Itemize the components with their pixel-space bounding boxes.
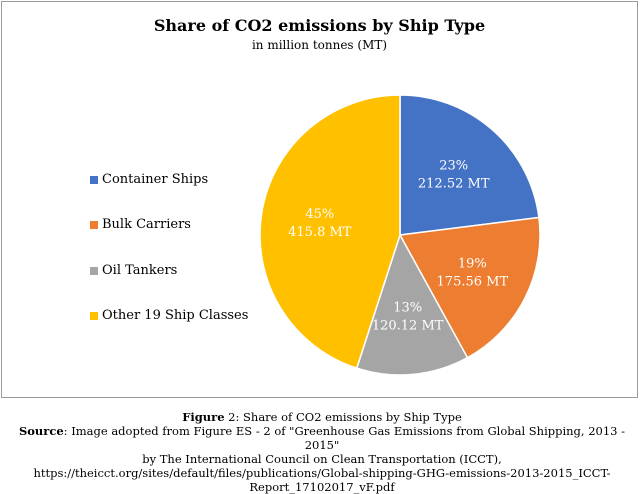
caption-source-line: Source: Image adopted from Figure ES - 2… xyxy=(0,424,644,452)
legend-swatch xyxy=(90,312,98,320)
pie-slice-other-19-ship-classes xyxy=(259,94,401,370)
legend-swatch xyxy=(90,267,98,275)
data-value-label: 415.8 MT xyxy=(288,225,352,240)
data-value-label: 120.12 MT xyxy=(372,318,444,333)
pie-slice-container-ships xyxy=(399,94,540,236)
legend-swatch xyxy=(90,176,98,184)
pie-slice-bulk-carriers xyxy=(398,216,541,359)
caption-source-url: https://theicct.org/sites/default/files/… xyxy=(33,466,611,480)
source-label: Source xyxy=(18,424,64,438)
figure-caption: Figure 2: Share of CO2 emissions by Ship… xyxy=(0,410,644,494)
legend-label: Oil Tankers xyxy=(102,263,178,278)
caption-source-url-end: Report_17102017_vF.pdf xyxy=(249,480,395,494)
figure-label: Figure xyxy=(182,410,225,424)
legend-label: Other 19 Ship Classes xyxy=(102,308,249,323)
legend-swatch xyxy=(90,221,98,229)
data-percent-label: 23% xyxy=(439,159,468,174)
chart-title: Share of CO2 emissions by Ship Type xyxy=(153,16,486,35)
chart-subtitle: in million tonnes (MT) xyxy=(251,38,388,52)
data-percent-label: 13% xyxy=(393,300,422,315)
source-text: : Image adopted from Figure ES - 2 of "G… xyxy=(63,424,626,452)
pie-slice-oil-tankers xyxy=(355,233,469,376)
data-value-label: 175.56 MT xyxy=(437,274,509,289)
caption-figure-line: Figure 2: Share of CO2 emissions by Ship… xyxy=(0,410,644,424)
legend-label: Container Ships xyxy=(102,172,209,187)
caption-source-line-2: by The International Council on Clean Tr… xyxy=(142,452,502,466)
figure-text: 2: Share of CO2 emissions by Ship Type xyxy=(224,410,462,424)
legend-label: Bulk Carriers xyxy=(102,217,191,232)
chart-frame: Share of CO2 emissions by Ship Type in m… xyxy=(1,1,638,398)
data-percent-label: 45% xyxy=(305,207,334,222)
data-percent-label: 19% xyxy=(458,256,487,271)
data-value-label: 212.52 MT xyxy=(418,177,490,192)
pie-chart: 23% 212.52 MT 19% 175.56 MT 13% 120.12 MT 45% 4… xyxy=(259,94,541,376)
